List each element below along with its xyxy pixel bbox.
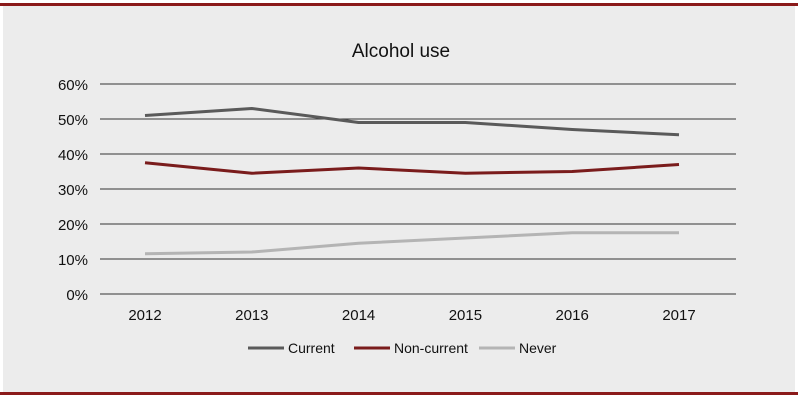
y-tick-label: 0%: [66, 287, 88, 304]
chart-title: Alcohol use: [352, 41, 450, 62]
x-tick-label: 2014: [342, 307, 375, 324]
legend: Current Non-current Never: [248, 340, 557, 356]
series-lines: [144, 107, 680, 256]
y-tick-label: 60%: [58, 77, 88, 94]
x-tick-label: 2017: [662, 307, 695, 324]
legend-label-current: Current: [288, 340, 335, 356]
chart-panel-background: [3, 5, 795, 392]
x-tick-label: 2015: [449, 307, 482, 324]
y-axis-ticks: 0% 10% 20% 30% 40% 50% 60%: [58, 77, 88, 304]
y-tick-label: 20%: [58, 217, 88, 234]
legend-label-non-current: Non-current: [394, 340, 468, 356]
bottom-border-bar: [0, 392, 798, 395]
legend-label-never: Never: [519, 340, 557, 356]
x-axis-ticks: 2012 2013 2014 2015 2016 2017: [128, 307, 695, 324]
x-tick-label: 2012: [128, 307, 161, 324]
x-tick-label: 2013: [235, 307, 268, 324]
series-line-never: [144, 231, 679, 256]
x-tick-label: 2016: [556, 307, 589, 324]
gridlines: [100, 83, 736, 295]
y-tick-label: 40%: [58, 147, 88, 164]
series-line-current: [144, 107, 680, 137]
y-tick-label: 30%: [58, 182, 88, 199]
series-line-non-current: [144, 161, 680, 175]
y-tick-label: 10%: [58, 252, 88, 269]
top-border-bar: [0, 3, 798, 6]
y-tick-label: 50%: [58, 112, 88, 129]
